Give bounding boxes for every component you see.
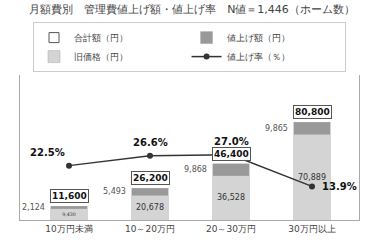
svg-text:2,124: 2,124 [22,203,45,212]
svg-text:合計額（円）: 合計額（円） [74,33,128,43]
svg-text:値上げ額（円）: 値上げ額（円） [227,33,290,43]
svg-text:10万円未満: 10万円未満 [45,224,92,234]
svg-text:22.5%: 22.5% [30,147,65,158]
svg-text:旧価格（円）: 旧価格（円） [74,52,128,62]
svg-text:46,400: 46,400 [214,149,249,159]
svg-text:80,800: 80,800 [295,107,330,117]
svg-text:70,889: 70,889 [298,173,326,182]
svg-text:9,865: 9,865 [265,124,288,133]
svg-text:20,678: 20,678 [136,203,164,212]
svg-text:5,493: 5,493 [103,187,126,196]
svg-text:13.9%: 13.9% [322,181,357,192]
svg-text:26,200: 26,200 [133,173,168,183]
svg-text:26.6%: 26.6% [133,137,168,148]
svg-text:値上げ率（％）: 値上げ率（％） [227,52,290,62]
svg-text:27.0%: 27.0% [214,136,249,147]
svg-text:36,528: 36,528 [217,193,245,202]
svg-text:9,430: 9,430 [62,212,76,217]
svg-text:11,600: 11,600 [52,191,87,201]
svg-text:9,868: 9,868 [184,165,207,174]
svg-text:10～20万円: 10～20万円 [125,224,175,234]
svg-text:月額費別 管理費値上げ額・値上げ率 N値＝1,446（ホーム: 月額費別 管理費値上げ額・値上げ率 N値＝1,446（ホーム数） [29,3,355,16]
svg-text:20～30万円: 20～30万円 [206,224,256,234]
svg-text:30万円以上: 30万円以上 [288,224,335,234]
